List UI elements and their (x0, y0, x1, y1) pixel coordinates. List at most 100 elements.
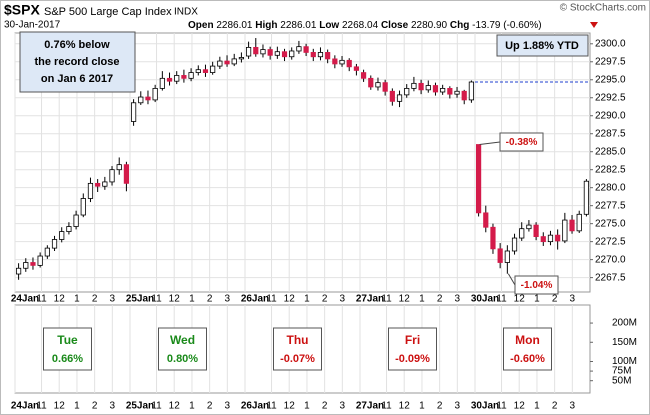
x-tick-label: 11 (36, 401, 47, 412)
day-change-box (273, 327, 322, 371)
x-tick-label: 27Jan (356, 401, 384, 412)
candle-body (296, 46, 302, 52)
candle-body (174, 75, 180, 82)
candle-body (267, 49, 273, 56)
x-tick-label: 3 (570, 401, 576, 412)
day-change: -0.09% (395, 353, 430, 365)
x-tick-label: 1 (189, 401, 195, 412)
candle-body (360, 72, 367, 79)
candle-body (375, 82, 381, 88)
candle-body (368, 77, 374, 88)
candle-body (533, 224, 539, 238)
x-tick-label: 3 (110, 401, 116, 412)
candle-body (253, 46, 259, 55)
y-tick-label: 75M (612, 366, 631, 377)
candle-body (317, 52, 324, 58)
day-name: Thu (287, 333, 309, 347)
y-tick-label: 2300.0 (595, 38, 626, 49)
x-tick-label: 11 (266, 294, 277, 305)
candle-body (519, 228, 525, 239)
x-tick-label: 11 (496, 401, 507, 412)
x-tick-label: 12 (169, 294, 181, 305)
candle-body (59, 231, 65, 240)
candle-body (152, 87, 158, 101)
candle-body (274, 51, 280, 56)
candle-body (51, 239, 58, 249)
x-tick-label: 2 (92, 294, 98, 305)
x-tick-label: 3 (225, 401, 231, 412)
note-text: the record close (35, 56, 120, 68)
x-tick-label: 2 (437, 294, 443, 305)
day-change: 0.80% (167, 353, 198, 365)
ytd-box (496, 34, 589, 57)
callout-leader (479, 141, 501, 146)
quote-label: High (255, 20, 277, 31)
day-change: -0.60% (510, 353, 545, 365)
candle-body (454, 90, 460, 95)
y-tick-label: 100M (612, 356, 637, 367)
down-arrow (590, 22, 598, 28)
x-tick-label: 1 (189, 294, 195, 305)
candle-body (95, 182, 101, 187)
symbol: $SPX (4, 2, 40, 18)
candle-body (30, 262, 36, 266)
candle-body (44, 247, 50, 257)
x-tick-label: 1 (419, 401, 425, 412)
candle-body (490, 226, 496, 250)
candle-body (87, 182, 94, 199)
candle-body (418, 82, 424, 91)
callout-box (499, 132, 544, 152)
candle-body (332, 58, 338, 65)
x-tick-label: 11 (381, 401, 392, 412)
x-tick-label: 1 (419, 294, 425, 305)
candle-body (339, 59, 345, 65)
x-tick-label: 30Jan (471, 401, 499, 412)
y-tick-label: 2277.5 (595, 200, 626, 211)
x-tick-label: 2 (207, 401, 213, 412)
x-tick-label: 12 (54, 401, 66, 412)
candle-body (540, 236, 546, 243)
candle-body (547, 234, 554, 243)
day-change-box (503, 327, 552, 371)
candle-body (195, 69, 201, 73)
candle-body (166, 77, 173, 82)
candle-body (145, 96, 151, 101)
x-tick-label: 1 (534, 401, 540, 412)
candle-body (281, 51, 288, 58)
candle-body (504, 250, 510, 263)
day-name: Mon (515, 333, 540, 347)
x-tick-label: 2 (92, 401, 98, 412)
x-tick-label: 11 (36, 294, 47, 305)
candle-body (325, 52, 331, 60)
x-tick-label: 12 (284, 401, 296, 412)
quote: Open 2286.01 High 2286.01 Low 2268.04 Cl… (188, 20, 542, 31)
candle-body (245, 46, 252, 57)
x-tick-label: 12 (169, 401, 181, 412)
candle-body (569, 219, 575, 232)
quote-value: 2286.01 (216, 20, 253, 31)
candle-body (109, 169, 115, 183)
candle-body (497, 248, 503, 263)
candle-body (555, 234, 561, 242)
quote-label: Low (319, 20, 339, 31)
x-tick-label: 30Jan (471, 294, 499, 305)
note-box (19, 31, 136, 93)
candle-body (382, 82, 388, 92)
x-tick-label: 3 (340, 294, 346, 305)
quote-value: -13.79 (-0.60%) (472, 20, 541, 31)
candle-body (475, 144, 482, 214)
candle-body (432, 85, 439, 93)
x-tick-label: 11 (496, 294, 507, 305)
x-tick-label: 2 (322, 294, 328, 305)
quote-label: Close (381, 20, 409, 31)
y-tick-label: 2297.5 (595, 56, 626, 67)
x-tick-label: 1 (304, 294, 310, 305)
x-tick-label: 26Jan (241, 294, 269, 305)
x-tick-label: 3 (110, 294, 116, 305)
x-tick-label: 11 (151, 401, 162, 412)
callout-box (514, 275, 559, 295)
x-tick-label: 25Jan (126, 401, 154, 412)
day-change: 0.66% (52, 353, 83, 365)
x-tick-label: 2 (552, 401, 558, 412)
